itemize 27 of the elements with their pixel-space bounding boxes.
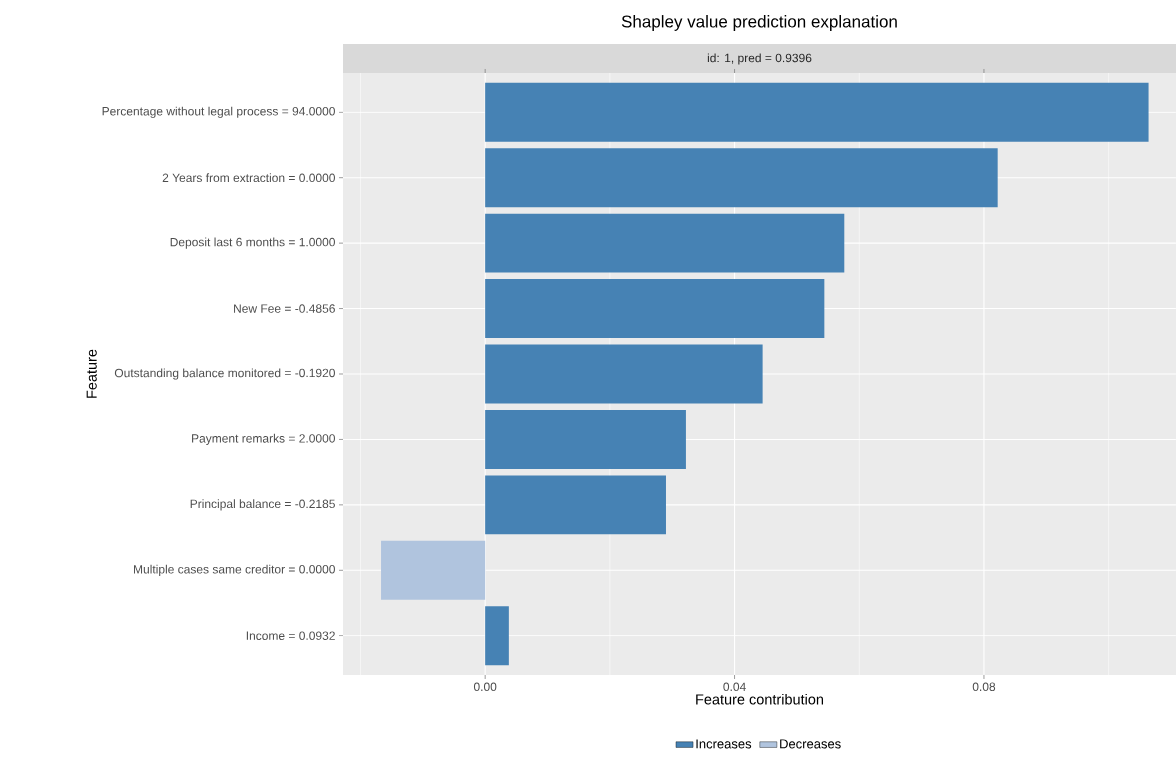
chart-subtitle: id: 1, pred = 0.9396 (707, 53, 812, 65)
x-tick-label: 0.04 (723, 682, 746, 692)
y-tick-label: 2 Years from extraction = 0.0000 (162, 173, 335, 183)
y-tick-label: Outstanding balance monitored = -0.1920 (114, 368, 335, 380)
y-tick-label: Payment remarks = 2.0000 (192, 433, 335, 446)
legend-label: Increases (696, 739, 752, 749)
bar (485, 409, 686, 469)
x-axis-title: Feature contribution (696, 693, 824, 705)
x-tick-label: 0.00 (473, 682, 497, 692)
y-axis-title: Feature (86, 349, 97, 398)
bar (485, 606, 509, 666)
bar (485, 213, 845, 273)
y-tick-label: Multiple cases same creditor = 0.0000 (134, 564, 335, 576)
chart-title: Shapley value prediction explanation (621, 15, 897, 31)
y-tick-label: New Fee = -0.4856 (234, 304, 335, 313)
bar (485, 148, 998, 208)
bar (485, 82, 1149, 142)
legend-label: Decreases (780, 739, 841, 749)
y-tick-label: Percentage without legal process = 94.0000 (102, 106, 335, 118)
y-tick-label: Income = 0.0932 (246, 631, 335, 640)
bar (381, 540, 486, 600)
x-tick-label: 0.08 (972, 682, 996, 692)
bar (485, 279, 825, 339)
y-tick-label: Deposit last 6 months = 1.0000 (170, 237, 335, 249)
y-tick-label: Principal balance = -0.2185 (190, 499, 335, 511)
bar (485, 344, 763, 404)
bar (485, 475, 666, 535)
